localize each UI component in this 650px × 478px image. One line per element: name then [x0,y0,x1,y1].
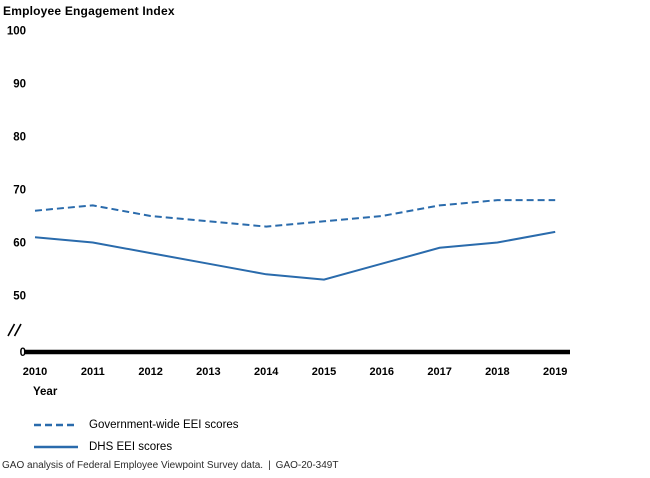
y-tick-label: 100 [7,26,26,38]
x-tick-label: 2017 [427,366,451,378]
x-tick-label: 2012 [138,366,162,378]
source-text: GAO analysis of Federal Employee Viewpoi… [2,460,264,471]
legend-item-government-wide: Government-wide EEI scores [33,414,239,436]
government-wide-eei-line [34,199,556,228]
y-axis-break-icon [7,323,22,337]
x-tick-label: 2019 [543,366,567,378]
y-tick-label: 70 [13,185,26,197]
y-tick-label: 50 [13,291,26,303]
x-tick-label: 2011 [81,366,105,378]
legend-label-government-wide: Government-wide EEI scores [89,419,239,431]
x-tick-label: 2013 [196,366,220,378]
x-axis-tick-labels: 2010 2011 2012 2013 2014 2015 2016 2017 2018 2019 [23,366,568,378]
x-axis-title: Year [33,386,58,398]
chart-title: Employee Engagement Index [3,4,175,18]
source-separator: | [268,460,271,471]
x-tick-label: 2016 [370,366,394,378]
y-tick-label: 80 [13,132,26,144]
legend-item-dhs: DHS EEI scores [33,436,239,458]
legend: Government-wide EEI scores DHS EEI score… [33,414,239,458]
solid-line-swatch-icon [34,445,78,449]
y-axis-tick-labels: 100 90 80 70 60 50 0 [7,26,26,360]
x-tick-label: 2010 [23,366,47,378]
y-tick-label: 90 [13,79,26,91]
x-tick-label: 2014 [254,366,279,378]
y-tick-label: 60 [13,238,26,250]
report-id: GAO-20-349T [275,460,339,471]
dhs-eei-line [34,230,556,281]
y-tick-label: 0 [20,347,26,359]
dashed-line-swatch-icon [34,423,78,427]
x-tick-label: 2018 [485,366,509,378]
legend-label-dhs: DHS EEI scores [89,441,173,453]
source-note: GAO analysis of Federal Employee Viewpoi… [2,460,338,471]
x-tick-label: 2015 [312,366,336,378]
